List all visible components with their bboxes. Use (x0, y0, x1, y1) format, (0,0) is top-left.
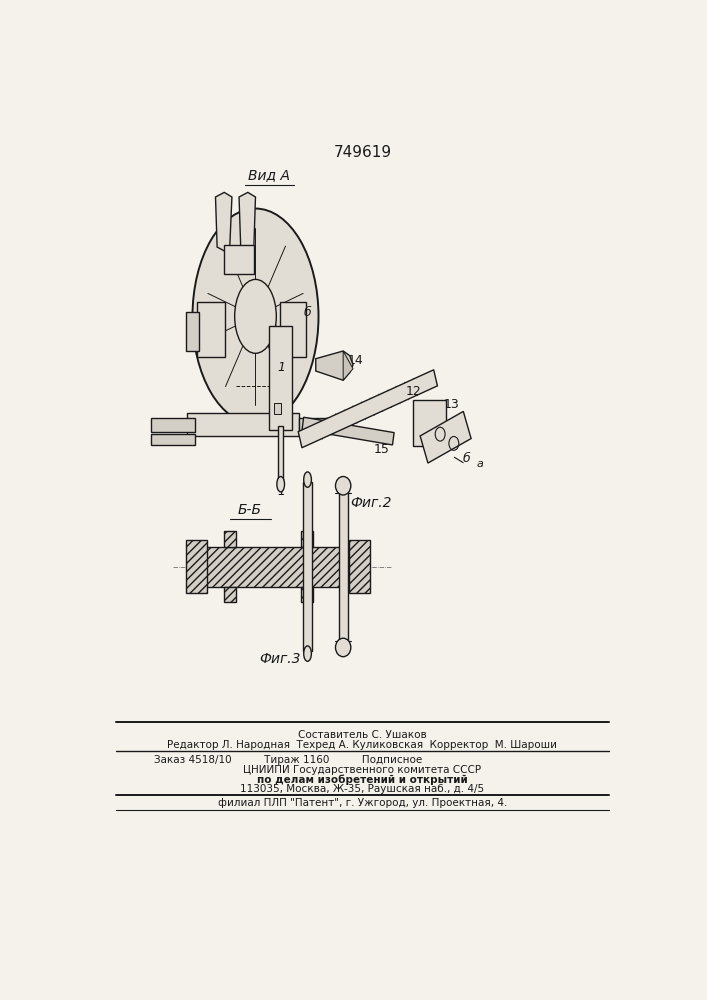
Bar (224, 587, 236, 602)
Text: Фиг.3: Фиг.3 (259, 652, 301, 666)
Bar (339, 490, 348, 644)
Text: 749619: 749619 (333, 145, 392, 160)
Bar (151, 418, 195, 432)
Bar (224, 531, 236, 547)
Text: филиал ПЛП "Патент", г. Ужгород, ул. Проектная, 4.: филиал ПЛП "Патент", г. Ужгород, ул. Про… (218, 798, 507, 808)
Text: Редактор Л. Народная  Техред А. Куликовская  Корректор  М. Шароши: Редактор Л. Народная Техред А. Куликовск… (168, 740, 557, 750)
Bar (301, 531, 313, 547)
Bar (224, 245, 255, 274)
Polygon shape (298, 370, 438, 448)
Text: 1: 1 (278, 485, 286, 498)
Text: Вид А: Вид А (248, 168, 290, 182)
Text: а: а (476, 459, 483, 469)
Polygon shape (343, 351, 353, 380)
Bar (303, 482, 312, 651)
Text: 1: 1 (278, 361, 286, 374)
Bar (186, 540, 206, 593)
Text: б: б (462, 452, 470, 465)
Polygon shape (239, 192, 255, 251)
Text: Заказ 4518/10          Тираж 1160          Подписное: Заказ 4518/10 Тираж 1160 Подписное (154, 755, 422, 765)
Ellipse shape (192, 209, 319, 424)
Text: по делам изобретений и открытий: по делам изобретений и открытий (257, 774, 468, 785)
Ellipse shape (304, 472, 311, 487)
Text: 13: 13 (443, 398, 459, 411)
Bar (269, 326, 292, 430)
Text: Фиг.2: Фиг.2 (350, 496, 391, 510)
Text: 12: 12 (405, 385, 421, 398)
Bar (280, 302, 306, 357)
Ellipse shape (277, 477, 284, 492)
Text: 113035, Москва, Ж-35, Раушская наб., д. 4/5: 113035, Москва, Ж-35, Раушская наб., д. … (240, 784, 484, 794)
Ellipse shape (304, 646, 311, 661)
Bar (278, 426, 284, 482)
Text: 15: 15 (374, 443, 390, 456)
Bar (274, 403, 281, 414)
Polygon shape (316, 351, 353, 380)
Polygon shape (302, 417, 394, 445)
Ellipse shape (235, 279, 276, 353)
Text: Б-Б: Б-Б (238, 503, 262, 517)
Text: ЦНИИПИ Государственного комитета СССР: ЦНИИПИ Государственного комитета СССР (243, 765, 481, 775)
Text: б: б (304, 306, 311, 319)
Text: Составитель С. Ушаков: Составитель С. Ушаков (298, 730, 427, 740)
Bar (299, 418, 346, 432)
Bar (204, 547, 351, 587)
Bar (413, 400, 445, 446)
Bar (187, 413, 299, 436)
Bar (186, 312, 199, 351)
Bar (349, 540, 370, 593)
Polygon shape (216, 192, 232, 251)
Bar (197, 302, 226, 357)
Bar (301, 587, 313, 602)
Text: 14: 14 (348, 354, 363, 367)
Bar (151, 434, 195, 445)
Polygon shape (420, 411, 471, 463)
Ellipse shape (336, 477, 351, 495)
Ellipse shape (336, 638, 351, 657)
